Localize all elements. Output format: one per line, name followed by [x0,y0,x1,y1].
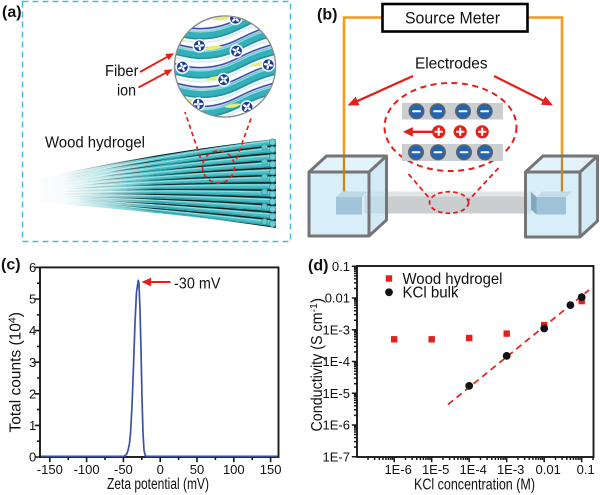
svg-text:1: 1 [29,418,36,433]
svg-text:KCl bulk: KCl bulk [403,285,459,302]
svg-text:Wood hydrogel: Wood hydrogel [45,135,145,152]
svg-text:0.01: 0.01 [536,462,561,477]
svg-text:(a): (a) [2,4,22,21]
svg-text:0.1: 0.1 [332,259,350,274]
svg-text:Electrodes: Electrodes [415,56,488,73]
svg-text:(b): (b) [317,7,337,24]
svg-text:ion: ion [117,83,136,100]
svg-text:1E-6: 1E-6 [323,418,350,433]
svg-text:1E-4: 1E-4 [323,354,350,369]
svg-text:(d): (d) [308,258,328,275]
svg-text:1E-5: 1E-5 [323,386,350,401]
svg-text:0.01: 0.01 [325,291,350,306]
svg-text:1E-4: 1E-4 [459,462,486,477]
svg-text:4: 4 [29,323,36,338]
svg-text:1E-3: 1E-3 [323,322,350,337]
svg-text:(c): (c) [1,257,21,274]
svg-text:0: 0 [29,450,36,465]
svg-text:Wood hydrogel: Wood hydrogel [403,271,503,288]
svg-text:1E-7: 1E-7 [323,449,350,464]
svg-text:100: 100 [223,462,245,477]
svg-text:0: 0 [157,462,164,477]
svg-text:6: 6 [29,260,36,275]
svg-text:Zeta potential (mV): Zeta potential (mV) [107,476,209,493]
svg-text:-150: -150 [37,462,63,477]
svg-text:Fiber: Fiber [105,63,139,80]
svg-text:1E-5: 1E-5 [422,462,449,477]
svg-text:Source Meter: Source Meter [405,10,500,28]
svg-text:1E-3: 1E-3 [497,462,524,477]
svg-text:150: 150 [260,462,282,477]
svg-text:-100: -100 [74,462,100,477]
svg-text:50: 50 [190,462,204,477]
svg-text:Conductivity (S cm-1): Conductivity (S cm-1) [308,298,326,432]
svg-text:1E-6: 1E-6 [384,462,411,477]
svg-text:Total counts (104): Total counts (104) [7,312,25,432]
svg-text:KCl concentration (M): KCl concentration (M) [414,477,535,494]
svg-text:-30 mV: -30 mV [174,276,221,293]
svg-text:3: 3 [29,355,36,370]
svg-text:-50: -50 [114,462,133,477]
svg-text:5: 5 [29,292,36,307]
svg-text:2: 2 [29,386,36,401]
svg-text:0.1: 0.1 [577,462,595,477]
